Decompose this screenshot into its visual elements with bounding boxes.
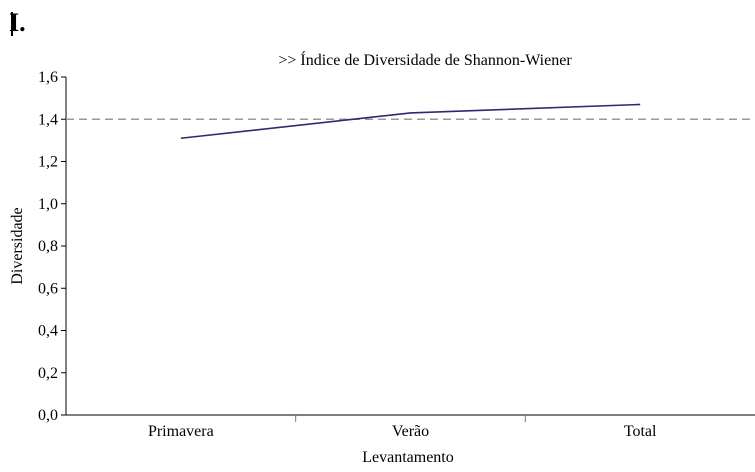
x-axis-label: Levantamento [362, 449, 454, 466]
y-tick-label: 1,2 [38, 154, 58, 171]
y-tick-label: 0,6 [38, 280, 58, 297]
x-tick-label: Primavera [148, 423, 214, 440]
y-tick-label: 1,4 [38, 111, 58, 128]
y-axis-label: Diversidade [9, 207, 26, 284]
y-tick-label: 1,0 [38, 196, 58, 213]
y-tick-label: 0,8 [38, 238, 58, 255]
y-tick-label: 0,0 [38, 407, 58, 424]
x-tick-label: Total [624, 423, 657, 440]
y-tick-label: 1,6 [38, 69, 58, 86]
axes: 0,0 0,2 0,4 0,6 0,8 1,0 1,2 1,4 1,6 Primavera Verã… [38, 69, 755, 440]
x-tick-label: Verão [392, 423, 429, 440]
chart-title: >> Índice de Diversidade de Shannon-Wien… [278, 50, 572, 69]
series-line [180, 103, 641, 140]
panel-label-bar [11, 12, 13, 36]
panel-label: I. [9, 8, 26, 37]
y-tick-label: 0,2 [38, 365, 58, 382]
series-layer [180, 103, 641, 140]
y-tick-label: 0,4 [38, 323, 58, 340]
